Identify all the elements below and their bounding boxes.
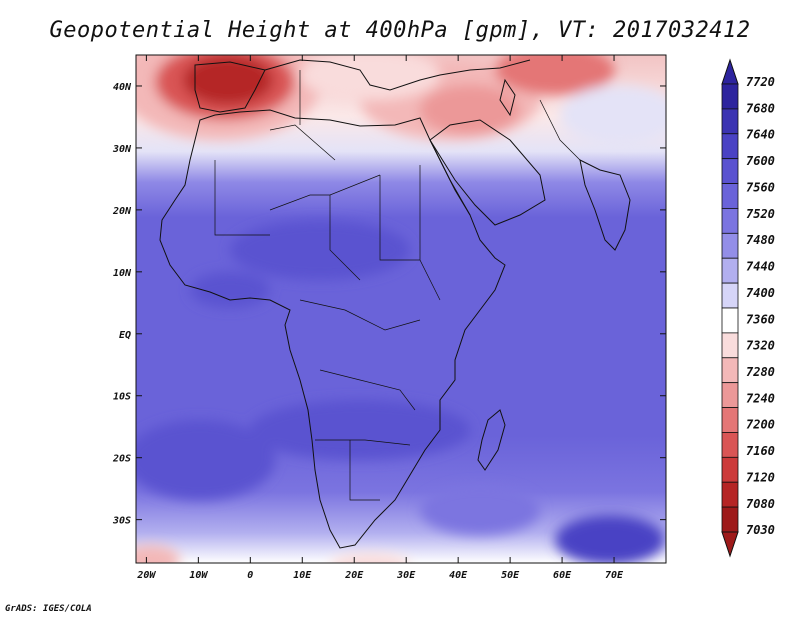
colorbar-level-label: 7400 (746, 286, 775, 300)
colorbar-swatch (721, 506, 739, 533)
field-s-red (330, 553, 410, 563)
colorbar-swatch (721, 282, 739, 309)
border-line (319, 369, 416, 411)
africa-coastline (159, 109, 506, 549)
arabia-coastline (429, 119, 546, 226)
colorbar-swatch (721, 382, 739, 408)
colorbar: 7720 7680 7640 7600 7560 7520 7480 7440 7400 7360… (721, 58, 775, 558)
colorbar-level-label: 7320 (746, 339, 775, 353)
lon-tick-label: 20E (344, 570, 364, 581)
lat-tick-label: EQ (119, 330, 131, 341)
field-southwest-dark (136, 420, 275, 500)
colorbar-swatch (721, 208, 739, 234)
lat-tick-label: 30S (112, 516, 131, 527)
colorbar-level-label: 7680 (746, 101, 775, 115)
field-westafrica-dark (190, 272, 270, 308)
lon-tick-label: 10E (293, 570, 312, 581)
borders (214, 70, 581, 501)
colorbar-swatch (721, 257, 739, 284)
field-east-red (495, 55, 615, 95)
colorbar-swatch (721, 183, 739, 209)
colorbar-swatch (721, 456, 739, 483)
border-line (539, 99, 581, 161)
colorbar-swatch (721, 133, 739, 160)
colorbar-swatch (721, 332, 739, 359)
lat-tick-label: 20N (112, 206, 132, 217)
colorbar-level-label: 7520 (746, 207, 775, 221)
colorbar-swatch (721, 158, 739, 184)
colorbar-swatch (721, 232, 739, 259)
colorbar-max-arrow (721, 58, 739, 85)
india-coastline (579, 159, 631, 251)
madagascar-coastline (477, 409, 506, 471)
border-line (329, 195, 361, 281)
colorbar-level-label: 7030 (746, 523, 775, 537)
field-mideast-red-core (420, 85, 520, 135)
colorbar-level-label: 7440 (746, 260, 775, 274)
border-line (269, 124, 336, 161)
colorbar-swatch (721, 108, 739, 135)
border-line (214, 160, 270, 236)
lon-tick-label: 10W (189, 570, 208, 581)
lat-tick-label: 10S (113, 392, 131, 403)
field-north-red-core (183, 55, 273, 105)
colorbar-level-label: 7560 (746, 180, 775, 194)
colorbar-swatch (721, 481, 739, 508)
border-line (419, 165, 441, 301)
colorbar-level-label: 7120 (746, 470, 775, 484)
field-sw-red (136, 545, 180, 563)
field-south-dark (250, 400, 470, 460)
lon-tick-label: 20W (136, 570, 156, 581)
colorbar-level-label: 7240 (746, 391, 775, 405)
colorbar-level-label: 7160 (746, 444, 775, 458)
colorbar-swatch (721, 357, 739, 384)
colorbar-swatch (721, 307, 739, 334)
field-southeast-light (420, 485, 540, 535)
field-southeast-dark (555, 515, 665, 563)
colorbar-level-label: 7720 (746, 75, 775, 89)
lon-tick-label: 30E (396, 570, 416, 581)
colorbar-min-arrow (721, 531, 739, 558)
lon-tick-label: 50E (501, 570, 520, 581)
latitude-axis: 40N 30N 20N 10N EQ 10S 20S 30S (112, 82, 666, 527)
colorbar-level-label: 7200 (746, 418, 775, 432)
lat-tick-label: 20S (112, 454, 131, 465)
colorbar-level-label: 7360 (746, 312, 775, 326)
coastlines (159, 59, 631, 549)
field-tropical-dark (230, 220, 410, 280)
colorbar-level-label: 7640 (746, 128, 775, 142)
border-line (379, 175, 420, 261)
border-line (349, 440, 380, 501)
colorbar-level-label: 7080 (746, 497, 775, 511)
border-line (269, 174, 381, 211)
red-sea (429, 139, 471, 216)
lat-tick-label: 30N (112, 144, 132, 155)
field-med-light (300, 55, 440, 100)
longitude-axis: 20W 10W 0 10E 20E 30E 40E 50E 60E 70E (136, 55, 624, 581)
plot-frame (135, 54, 667, 564)
border-line (299, 299, 421, 331)
colorbar-level-label: 7480 (746, 233, 775, 247)
height-field (136, 55, 666, 563)
colorbar-swatch (721, 83, 739, 110)
colorbar-level-label: 7280 (746, 365, 775, 379)
lon-tick-label: 0 (247, 570, 253, 581)
lon-tick-label: 40E (449, 570, 468, 581)
colorbar-swatch (721, 432, 739, 458)
lat-tick-label: 40N (113, 82, 132, 93)
colorbar-level-label: 7600 (746, 154, 775, 168)
lat-tick-label: 10N (113, 268, 132, 279)
lon-tick-label: 60E (553, 570, 572, 581)
border-line (315, 439, 411, 446)
iberia-coastline (194, 61, 266, 113)
lon-tick-label: 70E (605, 570, 624, 581)
colorbar-swatch (721, 407, 739, 433)
caspian (499, 78, 516, 117)
grads-credit: GrADS: IGES/COLA (5, 604, 92, 614)
field-east-light (560, 85, 666, 145)
europe-coastline (264, 59, 531, 91)
chart-title: Geopotential Height at 400hPa [gpm], VT:… (49, 18, 751, 43)
